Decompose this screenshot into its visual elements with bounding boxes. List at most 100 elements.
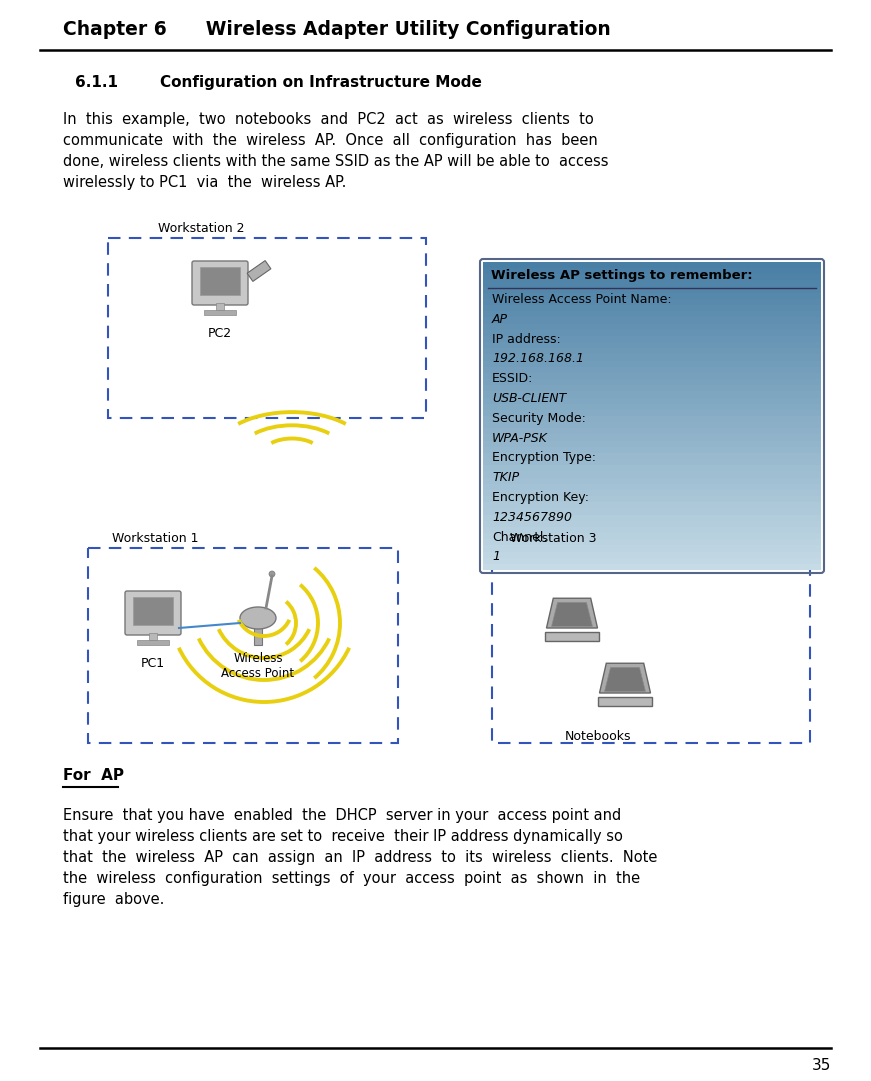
Bar <box>483 403 821 410</box>
Text: done, wireless clients with the same SSID as the AP will be able to  access: done, wireless clients with the same SSI… <box>63 154 609 169</box>
Text: PC2: PC2 <box>208 326 232 341</box>
Bar <box>254 623 262 645</box>
Bar <box>483 490 821 496</box>
Bar <box>483 508 821 515</box>
Text: Wireless Access Point Name:: Wireless Access Point Name: <box>492 293 672 306</box>
Polygon shape <box>599 664 651 693</box>
Bar <box>483 423 821 428</box>
Bar <box>483 441 821 446</box>
Bar <box>137 640 169 645</box>
Circle shape <box>269 571 275 577</box>
Text: figure  above.: figure above. <box>63 892 165 907</box>
Text: the  wireless  configuration  settings  of  your  access  point  as  shown  in  : the wireless configuration settings of y… <box>63 871 640 886</box>
Text: Workstation 3: Workstation 3 <box>510 532 597 545</box>
Bar <box>483 348 821 355</box>
Bar <box>483 280 821 286</box>
Text: IP address:: IP address: <box>492 333 561 346</box>
Ellipse shape <box>240 608 276 629</box>
Polygon shape <box>546 598 598 628</box>
Text: Chapter 6      Wireless Adapter Utility Configuration: Chapter 6 Wireless Adapter Utility Confi… <box>63 21 611 39</box>
Bar <box>483 453 821 459</box>
Text: ESSID:: ESSID: <box>492 372 533 385</box>
Bar <box>483 286 821 293</box>
Bar <box>483 373 821 379</box>
Text: PC1: PC1 <box>141 657 165 670</box>
Bar <box>483 311 821 318</box>
Bar <box>483 318 821 323</box>
Bar <box>483 355 821 361</box>
Bar <box>483 366 821 373</box>
Bar <box>483 551 821 558</box>
Polygon shape <box>598 697 652 706</box>
Text: Workstation 2: Workstation 2 <box>158 222 245 235</box>
Text: that  the  wireless  AP  can  assign  an  IP  address  to  its  wireless  client: that the wireless AP can assign an IP ad… <box>63 850 658 865</box>
Bar <box>483 361 821 366</box>
Bar <box>483 398 821 403</box>
Bar <box>483 465 821 471</box>
Bar <box>483 293 821 299</box>
Polygon shape <box>247 261 271 281</box>
Text: 1234567890: 1234567890 <box>492 511 572 524</box>
Text: In  this  example,  two  notebooks  and  PC2  act  as  wireless  clients  to: In this example, two notebooks and PC2 a… <box>63 112 594 126</box>
Bar <box>483 484 821 490</box>
Text: Encryption Type:: Encryption Type: <box>492 452 596 465</box>
Polygon shape <box>551 602 592 626</box>
Text: Wireless AP settings to remember:: Wireless AP settings to remember: <box>491 269 753 282</box>
Bar <box>483 478 821 484</box>
Bar <box>483 330 821 336</box>
Bar <box>483 515 821 521</box>
Bar <box>483 416 821 423</box>
Text: Encryption Key:: Encryption Key: <box>492 491 589 504</box>
Bar <box>133 597 173 625</box>
Text: Wireless
Access Point: Wireless Access Point <box>221 652 294 680</box>
Bar <box>483 268 821 275</box>
Bar <box>483 299 821 305</box>
Bar <box>483 391 821 398</box>
Bar <box>483 336 821 342</box>
Text: AP: AP <box>492 312 508 325</box>
Bar <box>483 323 821 330</box>
Bar <box>483 564 821 570</box>
Bar <box>483 275 821 280</box>
FancyBboxPatch shape <box>125 591 181 635</box>
Bar <box>483 533 821 539</box>
Bar <box>216 303 224 310</box>
Text: 35: 35 <box>812 1058 831 1073</box>
Text: WPA-PSK: WPA-PSK <box>492 431 548 444</box>
Bar <box>483 545 821 551</box>
Text: TKIP: TKIP <box>492 471 519 484</box>
Text: For  AP: For AP <box>63 768 124 783</box>
FancyBboxPatch shape <box>192 261 248 305</box>
Text: communicate  with  the  wireless  AP.  Once  all  configuration  has  been: communicate with the wireless AP. Once a… <box>63 133 598 148</box>
Text: 192.168.168.1: 192.168.168.1 <box>492 352 584 365</box>
Polygon shape <box>544 632 599 641</box>
Bar <box>483 496 821 503</box>
Text: Workstation 1: Workstation 1 <box>112 532 199 545</box>
Bar <box>483 539 821 545</box>
Bar <box>483 558 821 564</box>
Text: 6.1.1        Configuration on Infrastructure Mode: 6.1.1 Configuration on Infrastructure Mo… <box>75 75 482 90</box>
Bar <box>483 410 821 416</box>
Text: Ensure  that you have  enabled  the  DHCP  server in your  access point and: Ensure that you have enabled the DHCP se… <box>63 808 621 823</box>
Text: USB-CLIENT: USB-CLIENT <box>492 392 566 405</box>
Bar <box>483 385 821 391</box>
Text: Security Mode:: Security Mode: <box>492 412 586 425</box>
Bar <box>204 310 236 315</box>
Bar <box>483 428 821 435</box>
Bar <box>483 305 821 311</box>
Text: Notebooks: Notebooks <box>564 730 631 743</box>
Text: that your wireless clients are set to  receive  their IP address dynamically so: that your wireless clients are set to re… <box>63 829 623 844</box>
Bar <box>149 633 157 640</box>
Bar <box>483 459 821 465</box>
Text: wirelessly to PC1  via  the  wireless AP.: wirelessly to PC1 via the wireless AP. <box>63 175 347 190</box>
Bar <box>483 262 821 268</box>
Text: Channel:: Channel: <box>492 531 548 544</box>
Bar <box>483 521 821 526</box>
Bar <box>483 471 821 478</box>
Polygon shape <box>604 667 645 692</box>
Bar <box>483 526 821 533</box>
Bar <box>200 267 240 295</box>
Bar <box>483 503 821 508</box>
Bar <box>483 379 821 385</box>
Text: 1: 1 <box>492 550 500 563</box>
